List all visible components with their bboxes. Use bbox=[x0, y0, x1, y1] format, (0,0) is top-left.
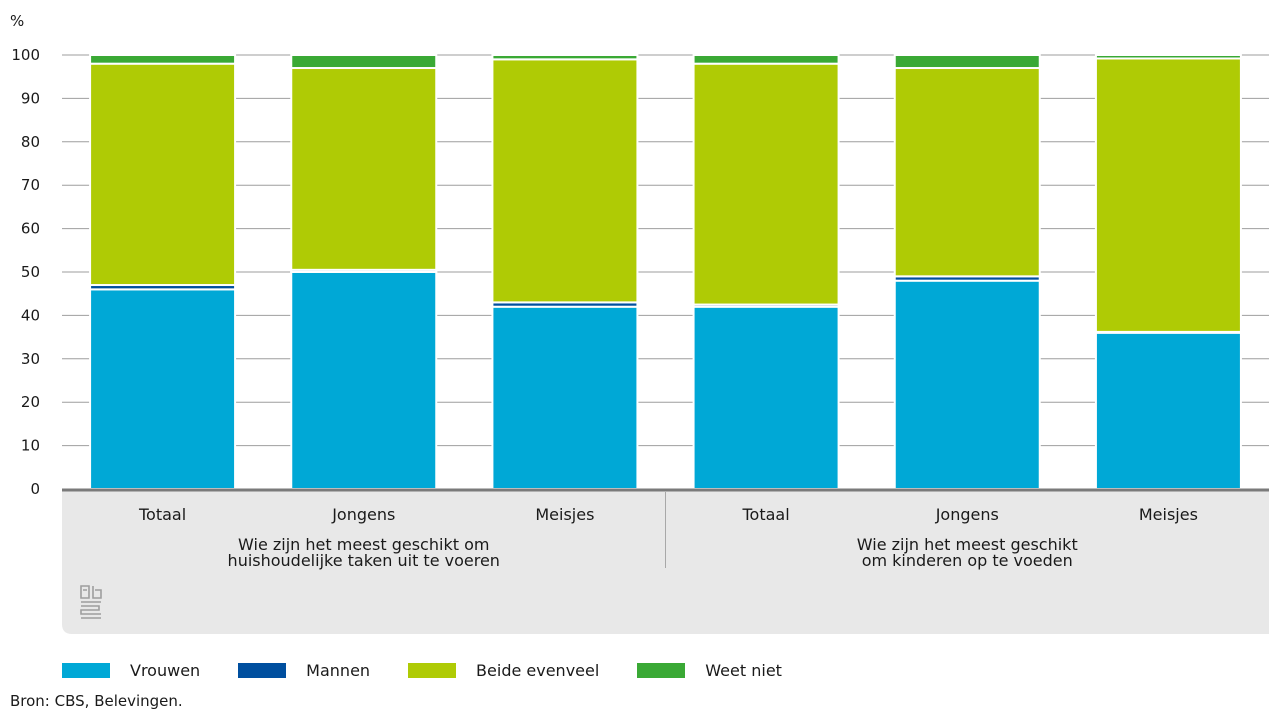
legend-swatch-vrouwen bbox=[62, 663, 110, 678]
bar-segment-weet_niet bbox=[895, 55, 1040, 68]
legend-item-vrouwen: Vrouwen bbox=[62, 661, 200, 680]
x-tick-label: Jongens bbox=[331, 505, 395, 524]
bar-segment-vrouwen bbox=[90, 289, 235, 489]
bar-segment-beide bbox=[90, 64, 235, 285]
y-tick-label: 90 bbox=[21, 89, 40, 107]
legend-label-mannen: Mannen bbox=[306, 661, 370, 680]
y-tick-label: 100 bbox=[11, 46, 40, 64]
bar-segment-beide bbox=[694, 64, 839, 305]
bar-segment-beide bbox=[1096, 58, 1241, 331]
x-tick-label: Meisjes bbox=[1139, 505, 1198, 524]
legend: Vrouwen Mannen Beide evenveel Weet niet bbox=[62, 661, 820, 680]
y-tick-label: 70 bbox=[21, 176, 40, 194]
bar-segment-vrouwen bbox=[694, 307, 839, 489]
legend-item-mannen: Mannen bbox=[238, 661, 370, 680]
source-note: Bron: CBS, Belevingen. bbox=[10, 692, 183, 710]
bar-segment-beide bbox=[291, 68, 436, 270]
x-tick-label: Totaal bbox=[138, 505, 186, 524]
y-tick-label: 60 bbox=[21, 220, 40, 238]
bar-segment-weet_niet bbox=[694, 55, 839, 64]
bar-segment-vrouwen bbox=[1096, 333, 1241, 489]
bar-segment-beide bbox=[895, 68, 1040, 276]
x-tick-label: Jongens bbox=[935, 505, 999, 524]
group-label: om kinderen op te voeden bbox=[862, 551, 1073, 570]
legend-label-vrouwen: Vrouwen bbox=[130, 661, 200, 680]
legend-swatch-beide bbox=[408, 663, 456, 678]
legend-item-weet-niet: Weet niet bbox=[637, 661, 782, 680]
y-tick-label: 20 bbox=[21, 393, 40, 411]
y-tick-label: 50 bbox=[21, 263, 40, 281]
bar-segment-beide bbox=[492, 59, 637, 302]
y-tick-label: 40 bbox=[21, 306, 40, 324]
bar-segment-vrouwen bbox=[291, 272, 436, 489]
bar-segment-vrouwen bbox=[895, 281, 1040, 489]
x-tick-label: Totaal bbox=[741, 505, 789, 524]
group-label: huishoudelijke taken uit te voeren bbox=[228, 551, 500, 570]
legend-label-weet-niet: Weet niet bbox=[705, 661, 782, 680]
x-tick-label: Meisjes bbox=[535, 505, 594, 524]
legend-label-beide: Beide evenveel bbox=[476, 661, 599, 680]
legend-swatch-weet-niet bbox=[637, 663, 685, 678]
bar-segment-weet_niet bbox=[90, 55, 235, 64]
y-tick-label: 0 bbox=[30, 480, 40, 498]
y-tick-label: 10 bbox=[21, 437, 40, 455]
y-tick-label: 30 bbox=[21, 350, 40, 368]
legend-item-beide: Beide evenveel bbox=[408, 661, 599, 680]
bar-segment-weet_niet bbox=[291, 55, 436, 68]
y-tick-label: 80 bbox=[21, 133, 40, 151]
cbs-logo-icon bbox=[79, 584, 103, 620]
legend-swatch-mannen bbox=[238, 663, 286, 678]
bar-segment-vrouwen bbox=[492, 307, 637, 489]
bar-segment-weet_niet bbox=[1096, 55, 1241, 58]
bar-segment-weet_niet bbox=[492, 55, 637, 59]
